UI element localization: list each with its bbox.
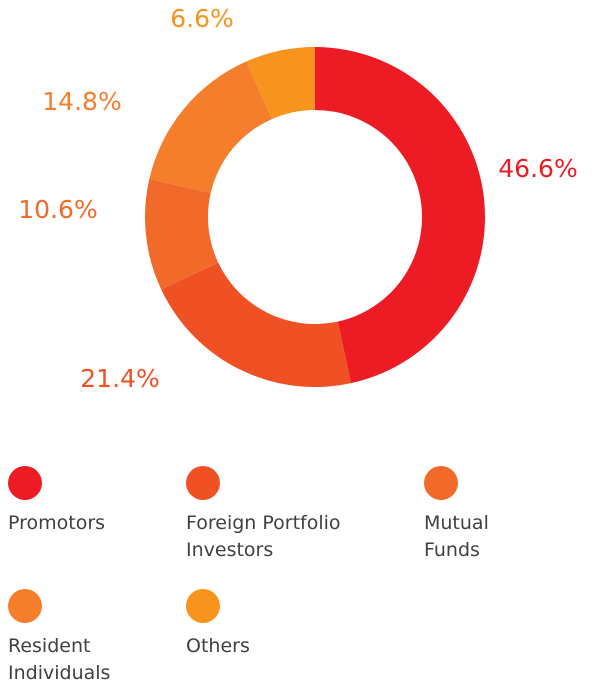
value-label: 14.8%: [42, 87, 121, 116]
legend-marker: [186, 589, 220, 623]
value-label: 46.6%: [498, 154, 577, 183]
value-label: 6.6%: [170, 4, 234, 33]
legend-marker: [186, 466, 220, 500]
donut-slice: [246, 47, 315, 120]
value-label: 21.4%: [80, 364, 159, 393]
value-label: 10.6%: [18, 195, 97, 224]
legend-label: Others: [186, 635, 250, 657]
legend-marker: [8, 466, 42, 500]
legend-label: Mutual Funds: [424, 512, 489, 561]
chart: 46.6% 21.4% 10.6% 14.8% 6.6%: [18, 4, 577, 393]
donut-slice: [161, 262, 352, 387]
donut-slice: [149, 61, 272, 194]
legend-marker: [8, 589, 42, 623]
legend-label: Promotors: [8, 512, 106, 534]
donut-slice: [315, 47, 486, 384]
donut-slice: [144, 178, 219, 290]
legend-marker: [424, 466, 458, 500]
legend-label: Foreign Portfolio Investors: [186, 512, 341, 561]
legend-label: Resident Individuals: [8, 635, 111, 684]
